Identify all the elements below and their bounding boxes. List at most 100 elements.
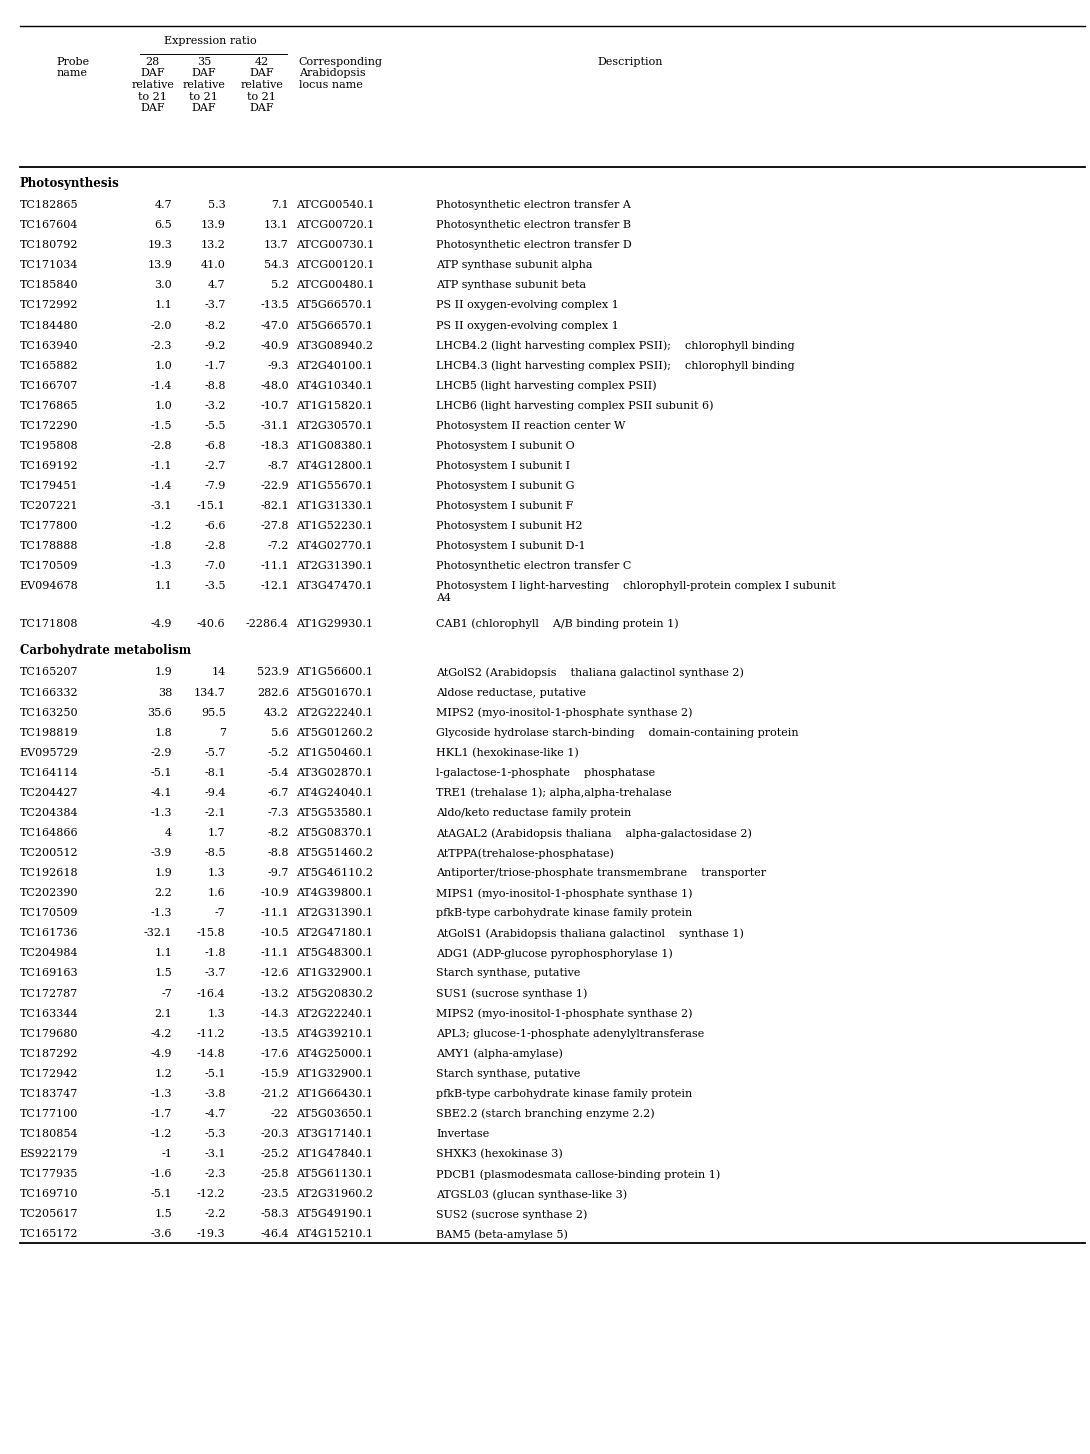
Text: Aldo/keto reductase family protein: Aldo/keto reductase family protein [436, 808, 631, 819]
Text: -46.4: -46.4 [261, 1229, 289, 1239]
Text: AtGolS1 (Arabidopsis thaliana galactinol    synthase 1): AtGolS1 (Arabidopsis thaliana galactinol… [436, 928, 743, 939]
Text: -1.3: -1.3 [150, 1089, 172, 1099]
Text: -2.1: -2.1 [204, 808, 226, 819]
Text: 1.8: 1.8 [155, 727, 172, 737]
Text: 7: 7 [219, 727, 226, 737]
Text: -3.5: -3.5 [204, 582, 226, 592]
Text: 1.3: 1.3 [208, 1009, 226, 1019]
Text: TC171034: TC171034 [20, 260, 78, 270]
Text: -1.7: -1.7 [204, 361, 226, 371]
Text: TC200512: TC200512 [20, 848, 78, 858]
Text: TC204384: TC204384 [20, 808, 78, 819]
Text: APL3; glucose-1-phosphate adenylyltransferase: APL3; glucose-1-phosphate adenylyltransf… [436, 1028, 704, 1038]
Text: -5.1: -5.1 [150, 768, 172, 778]
Text: -8.8: -8.8 [267, 848, 289, 858]
Text: -2.8: -2.8 [204, 541, 226, 551]
Text: 282.6: 282.6 [257, 688, 289, 698]
Text: -1: -1 [161, 1149, 172, 1159]
Text: AT5G01670.1: AT5G01670.1 [296, 688, 374, 698]
Text: -25.8: -25.8 [261, 1169, 289, 1179]
Text: TC184480: TC184480 [20, 320, 78, 330]
Text: -12.2: -12.2 [197, 1189, 226, 1200]
Text: Photosynthetic electron transfer D: Photosynthetic electron transfer D [436, 240, 632, 250]
Text: 95.5: 95.5 [201, 708, 226, 718]
Text: pfkB-type carbohydrate kinase family protein: pfkB-type carbohydrate kinase family pro… [436, 909, 692, 919]
Text: TC167604: TC167604 [20, 220, 78, 230]
Text: Invertase: Invertase [436, 1128, 489, 1138]
Text: -9.7: -9.7 [267, 868, 289, 878]
Text: -48.0: -48.0 [261, 381, 289, 391]
Text: -2.2: -2.2 [204, 1210, 226, 1220]
Text: AT1G32900.1: AT1G32900.1 [296, 968, 374, 979]
Text: 4: 4 [165, 827, 172, 838]
Text: -40.9: -40.9 [261, 340, 289, 350]
Text: MIPS1 (myo-inositol-1-phosphate synthase 1): MIPS1 (myo-inositol-1-phosphate synthase… [436, 888, 692, 899]
Text: TC164114: TC164114 [20, 768, 78, 778]
Text: -82.1: -82.1 [261, 502, 289, 512]
Text: AT1G32900.1: AT1G32900.1 [296, 1069, 374, 1079]
Text: TC170509: TC170509 [20, 561, 78, 571]
Text: SUS2 (sucrose synthase 2): SUS2 (sucrose synthase 2) [436, 1210, 588, 1220]
Text: 5.6: 5.6 [271, 727, 289, 737]
Text: -12.6: -12.6 [261, 968, 289, 979]
Text: AT5G20830.2: AT5G20830.2 [296, 989, 374, 999]
Text: AtAGAL2 (Arabidopsis thaliana    alpha-galactosidase 2): AtAGAL2 (Arabidopsis thaliana alpha-gala… [436, 827, 752, 839]
Text: ES922179: ES922179 [20, 1149, 78, 1159]
Text: TC165207: TC165207 [20, 667, 78, 678]
Text: MIPS2 (myo-inositol-1-phosphate synthase 2): MIPS2 (myo-inositol-1-phosphate synthase… [436, 1009, 692, 1019]
Text: -7: -7 [215, 909, 226, 919]
Text: AT3G47470.1: AT3G47470.1 [296, 582, 373, 592]
Text: Starch synthase, putative: Starch synthase, putative [436, 968, 580, 979]
Text: -2.9: -2.9 [150, 747, 172, 758]
Text: AT1G29930.1: AT1G29930.1 [296, 618, 374, 628]
Text: 2.2: 2.2 [155, 888, 172, 899]
Text: AT3G02870.1: AT3G02870.1 [296, 768, 374, 778]
Text: AT4G39800.1: AT4G39800.1 [296, 888, 374, 899]
Text: -3.2: -3.2 [204, 401, 226, 411]
Text: ATP synthase subunit beta: ATP synthase subunit beta [436, 281, 586, 291]
Text: Photosystem I subunit F: Photosystem I subunit F [436, 502, 573, 512]
Text: -1.1: -1.1 [150, 461, 172, 471]
Text: -8.7: -8.7 [267, 461, 289, 471]
Text: ATGSL03 (glucan synthase-like 3): ATGSL03 (glucan synthase-like 3) [436, 1189, 627, 1200]
Text: ATCG00480.1: ATCG00480.1 [296, 281, 375, 291]
Text: Antiporter/triose-phosphate transmembrane    transporter: Antiporter/triose-phosphate transmembran… [436, 868, 766, 878]
Text: TC195808: TC195808 [20, 441, 78, 451]
Text: ADG1 (ADP-glucose pyrophosphorylase 1): ADG1 (ADP-glucose pyrophosphorylase 1) [436, 948, 673, 960]
Text: TC198819: TC198819 [20, 727, 78, 737]
Text: -5.1: -5.1 [150, 1189, 172, 1200]
Text: -1.4: -1.4 [150, 481, 172, 491]
Text: -27.8: -27.8 [261, 521, 289, 531]
Text: -18.3: -18.3 [261, 441, 289, 451]
Text: pfkB-type carbohydrate kinase family protein: pfkB-type carbohydrate kinase family pro… [436, 1089, 692, 1099]
Text: AT4G15210.1: AT4G15210.1 [296, 1229, 374, 1239]
Text: Glycoside hydrolase starch-binding    domain-containing protein: Glycoside hydrolase starch-binding domai… [436, 727, 799, 737]
Text: ATCG00730.1: ATCG00730.1 [296, 240, 375, 250]
Text: AT1G47840.1: AT1G47840.1 [296, 1149, 374, 1159]
Text: TC165172: TC165172 [20, 1229, 78, 1239]
Text: TC166332: TC166332 [20, 688, 78, 698]
Text: -1.7: -1.7 [150, 1109, 172, 1120]
Text: LHCB5 (light harvesting complex PSII): LHCB5 (light harvesting complex PSII) [436, 381, 656, 391]
Text: -1.5: -1.5 [150, 420, 172, 430]
Text: -1.3: -1.3 [150, 909, 172, 919]
Text: -14.8: -14.8 [197, 1048, 226, 1059]
Text: AT1G31330.1: AT1G31330.1 [296, 502, 374, 512]
Text: EV094678: EV094678 [20, 582, 78, 592]
Text: ATCG00120.1: ATCG00120.1 [296, 260, 375, 270]
Text: -21.2: -21.2 [261, 1089, 289, 1099]
Text: AtTPPA(trehalose-phosphatase): AtTPPA(trehalose-phosphatase) [436, 848, 614, 859]
Text: Photosynthetic electron transfer C: Photosynthetic electron transfer C [436, 561, 631, 571]
Text: -10.7: -10.7 [261, 401, 289, 411]
Text: AtGolS2 (Arabidopsis    thaliana galactinol synthase 2): AtGolS2 (Arabidopsis thaliana galactinol… [436, 667, 743, 678]
Text: TC204427: TC204427 [20, 788, 78, 798]
Text: TC166707: TC166707 [20, 381, 78, 391]
Text: -2.3: -2.3 [150, 340, 172, 350]
Text: 13.7: 13.7 [264, 240, 289, 250]
Text: AT4G24040.1: AT4G24040.1 [296, 788, 374, 798]
Text: AT1G15820.1: AT1G15820.1 [296, 401, 374, 411]
Text: -5.3: -5.3 [204, 1128, 226, 1138]
Text: -3.1: -3.1 [204, 1149, 226, 1159]
Text: -8.2: -8.2 [204, 320, 226, 330]
Text: TC163344: TC163344 [20, 1009, 78, 1019]
